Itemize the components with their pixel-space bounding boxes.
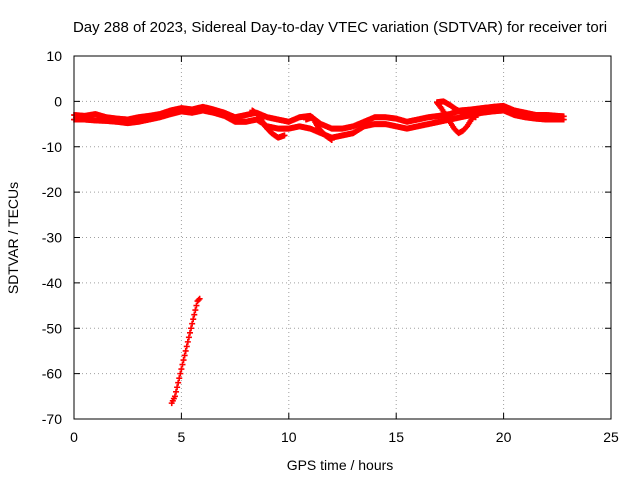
y-tick-label: -60 <box>42 366 62 382</box>
x-tick-label: 15 <box>388 429 404 445</box>
data-point <box>176 375 183 382</box>
y-tick-label: -10 <box>42 139 62 155</box>
y-axis-label: SDTVAR / TECUs <box>5 182 21 294</box>
series-branch-17-19h-upper <box>434 98 479 121</box>
data-point <box>186 329 193 336</box>
y-tick-label: -30 <box>42 230 62 246</box>
data-point <box>183 343 190 350</box>
data-point <box>171 393 178 400</box>
x-tick-label: 10 <box>281 429 297 445</box>
y-tick-label: -70 <box>42 411 62 427</box>
data-point <box>185 334 192 341</box>
axis-ticks: 0 5 10 15 20 25 10 0 -10 -20 -30 -40 -50 -60 -70 <box>42 48 619 445</box>
chart-title: Day 288 of 2023, Sidereal Day-to-day VTE… <box>73 19 607 36</box>
data-point <box>180 357 187 364</box>
data-point <box>190 316 197 323</box>
data-point <box>182 347 189 354</box>
data-point <box>195 296 202 303</box>
data-point <box>560 116 567 123</box>
data-point <box>178 366 185 373</box>
x-tick-label: 0 <box>70 429 78 445</box>
y-tick-label: 0 <box>54 93 62 109</box>
data-point <box>177 370 184 377</box>
data-point <box>281 132 288 139</box>
data-series <box>71 98 567 407</box>
series-branch-10-12h <box>302 114 335 143</box>
data-point <box>472 114 479 121</box>
y-tick-label: -50 <box>42 320 62 336</box>
data-point <box>184 338 191 345</box>
y-tick-label: -20 <box>42 184 62 200</box>
data-point <box>173 388 180 395</box>
data-point <box>188 325 195 332</box>
data-point <box>196 295 203 302</box>
series-outlier-track <box>168 295 203 407</box>
x-tick-label: 25 <box>603 429 619 445</box>
x-tick-label: 20 <box>496 429 512 445</box>
data-point <box>328 136 335 143</box>
data-point <box>179 361 186 368</box>
y-tick-label: 10 <box>46 48 62 64</box>
series-branch-8-10h <box>249 107 288 141</box>
data-point <box>192 307 199 314</box>
x-axis-label: GPS time / hours <box>287 457 394 473</box>
data-point <box>191 311 198 318</box>
x-tick-label: 5 <box>178 429 186 445</box>
data-point <box>189 320 196 327</box>
data-point <box>174 384 181 391</box>
data-point <box>175 379 182 386</box>
data-point <box>181 352 188 359</box>
y-tick-label: -40 <box>42 275 62 291</box>
data-point <box>193 302 200 309</box>
